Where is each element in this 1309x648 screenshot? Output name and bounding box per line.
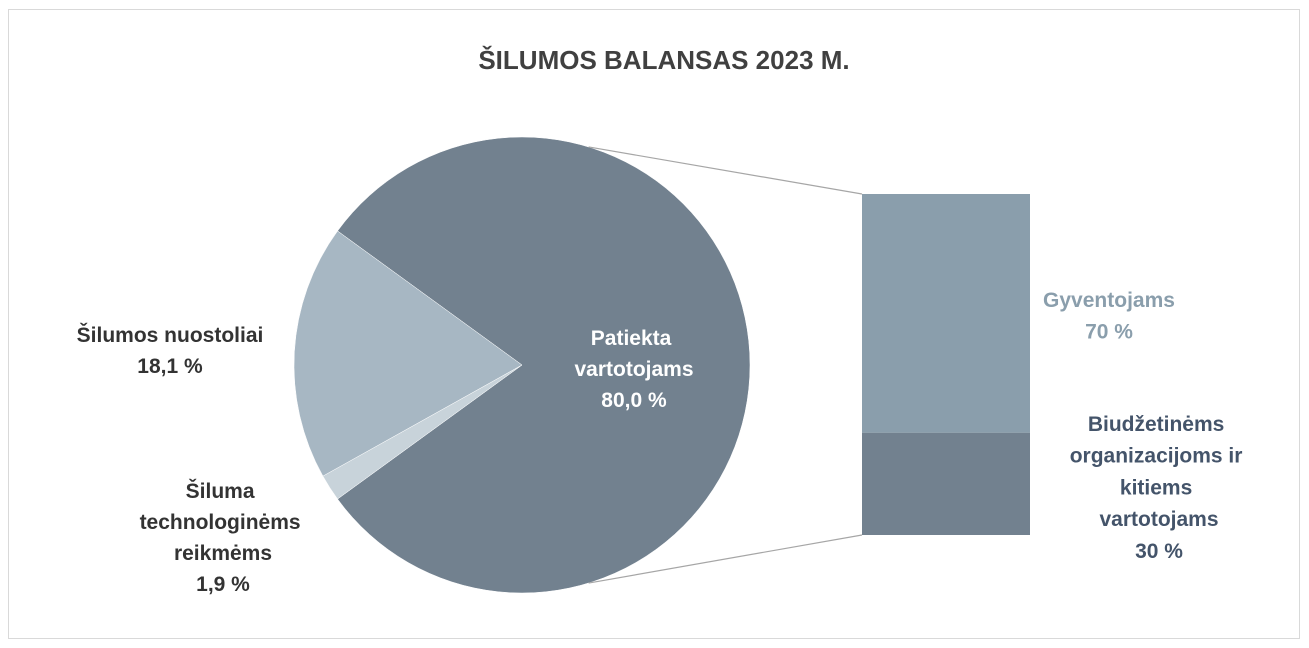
bar-label-line: Biudžetinėms [1088,413,1230,436]
slice-label-line: Patiekta [591,327,677,350]
chart-title: ŠILUMOS BALANSAS 2023 M. [478,45,849,75]
slice-label: Patiekta vartotojams [574,327,693,381]
slice-label-line: Šilumos nuostoliai [77,323,264,347]
slice-value-label: 1,9 % [196,573,250,596]
slice-label: Šiluma technologinėms reikmėms [140,479,307,565]
slice-label: Šilumos nuostoliai [77,323,264,347]
bar-value-label: 30 % [1135,540,1183,563]
slice-value-label: 18,1 % [137,355,203,378]
slice-label-line: reikmėms [174,542,272,565]
pie-slice [293,230,523,477]
bar-label: Biudžetinėms organizacijoms ir kitiems v… [1070,413,1249,531]
bar-label: Gyventojams [1043,289,1175,312]
pie-slice [337,136,751,594]
bar-value-label: 70 % [1085,321,1133,344]
connector-line [588,146,863,195]
slice-value-label: 80,0 % [601,389,667,412]
connector-line [588,534,863,584]
bar-label-line: organizacijoms ir [1070,445,1249,468]
breakdown-bar [862,432,1030,535]
bar-label-line: kitiems [1120,476,1198,499]
bar-label-line: Gyventojams [1043,289,1175,312]
slice-label-line: Šiluma [186,479,261,503]
breakdown-bar [862,194,1030,433]
bar-label-line: vartotojams [1099,508,1218,531]
slice-label-line: technologinėms [140,511,307,534]
slice-label-line: vartotojams [574,358,693,381]
